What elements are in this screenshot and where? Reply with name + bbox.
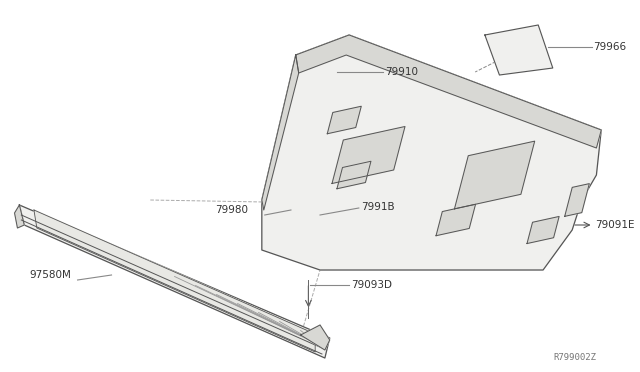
Polygon shape — [527, 217, 559, 244]
Polygon shape — [337, 161, 371, 189]
Polygon shape — [296, 35, 601, 148]
Polygon shape — [564, 184, 589, 217]
Polygon shape — [262, 35, 601, 270]
Polygon shape — [454, 141, 534, 209]
Text: R799002Z: R799002Z — [554, 353, 596, 362]
Polygon shape — [332, 126, 405, 183]
Polygon shape — [301, 325, 330, 350]
Polygon shape — [262, 55, 299, 210]
Polygon shape — [485, 25, 553, 75]
Polygon shape — [436, 204, 476, 236]
Text: 79910: 79910 — [385, 67, 418, 77]
Text: 79980: 79980 — [215, 205, 248, 215]
Polygon shape — [327, 106, 361, 134]
Text: 7991B: 7991B — [361, 202, 394, 212]
Text: 79091E: 79091E — [595, 220, 635, 230]
Text: 79966: 79966 — [593, 42, 627, 52]
Polygon shape — [15, 205, 24, 228]
Polygon shape — [19, 205, 330, 358]
Text: 97580M: 97580M — [29, 270, 71, 280]
Polygon shape — [34, 210, 315, 352]
Text: 79093D: 79093D — [351, 280, 392, 290]
